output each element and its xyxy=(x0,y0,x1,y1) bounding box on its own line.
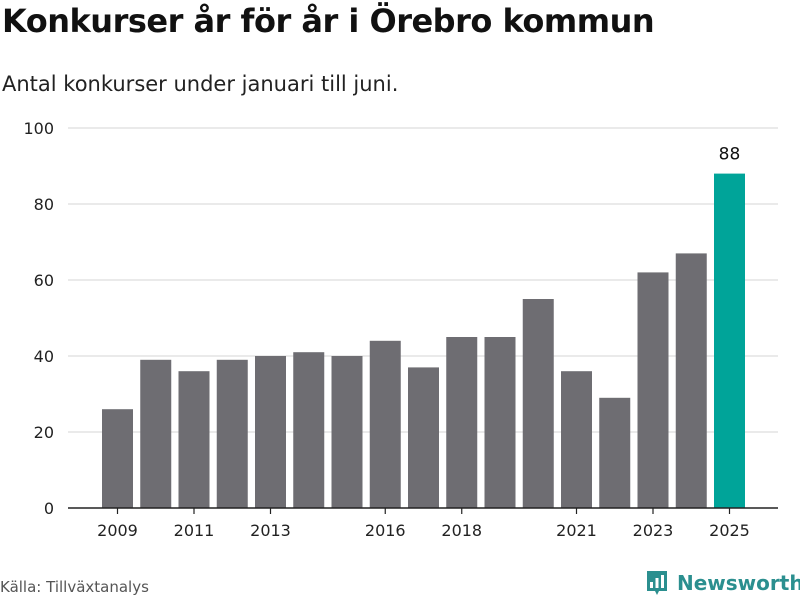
bar xyxy=(561,371,592,508)
bar xyxy=(408,367,439,508)
bar-highlight xyxy=(714,173,745,508)
bar xyxy=(522,299,554,508)
bar xyxy=(637,272,669,508)
x-tick-label: 2016 xyxy=(365,521,406,540)
data-label: 88 xyxy=(719,145,741,165)
chart-title: Konkurser år för år i Örebro kommun xyxy=(2,2,655,40)
x-tick-label: 2018 xyxy=(441,521,482,540)
y-tick-label: 80 xyxy=(34,195,54,214)
chart-subtitle: Antal konkurser under januari till juni. xyxy=(2,72,399,96)
logo-bars-icon xyxy=(647,571,667,595)
y-tick-label: 40 xyxy=(34,347,54,366)
y-tick-label: 20 xyxy=(34,423,54,442)
bar xyxy=(293,352,325,508)
bar xyxy=(102,409,133,508)
bar xyxy=(675,253,707,508)
bar xyxy=(369,340,401,508)
x-tick-label: 2025 xyxy=(709,521,750,540)
bar xyxy=(331,356,363,508)
y-tick-label: 60 xyxy=(34,271,54,290)
y-tick-label: 100 xyxy=(23,119,54,138)
y-tick-label: 0 xyxy=(44,499,54,518)
x-tick-label: 2009 xyxy=(97,521,138,540)
x-tick-label: 2021 xyxy=(556,521,597,540)
x-tick-label: 2023 xyxy=(633,521,674,540)
bar xyxy=(178,371,210,508)
bar xyxy=(484,337,516,508)
bar xyxy=(140,359,172,508)
bar xyxy=(599,397,631,508)
x-tick-label: 2013 xyxy=(250,521,291,540)
bar xyxy=(255,356,286,508)
newsworthy-logo[interactable]: Newsworthy xyxy=(645,568,800,598)
bar xyxy=(216,359,248,508)
bar xyxy=(446,337,478,508)
x-tick-label: 2011 xyxy=(174,521,215,540)
source-note: Källa: Tillväxtanalys xyxy=(0,578,149,596)
brand-name: Newsworthy xyxy=(677,571,800,595)
